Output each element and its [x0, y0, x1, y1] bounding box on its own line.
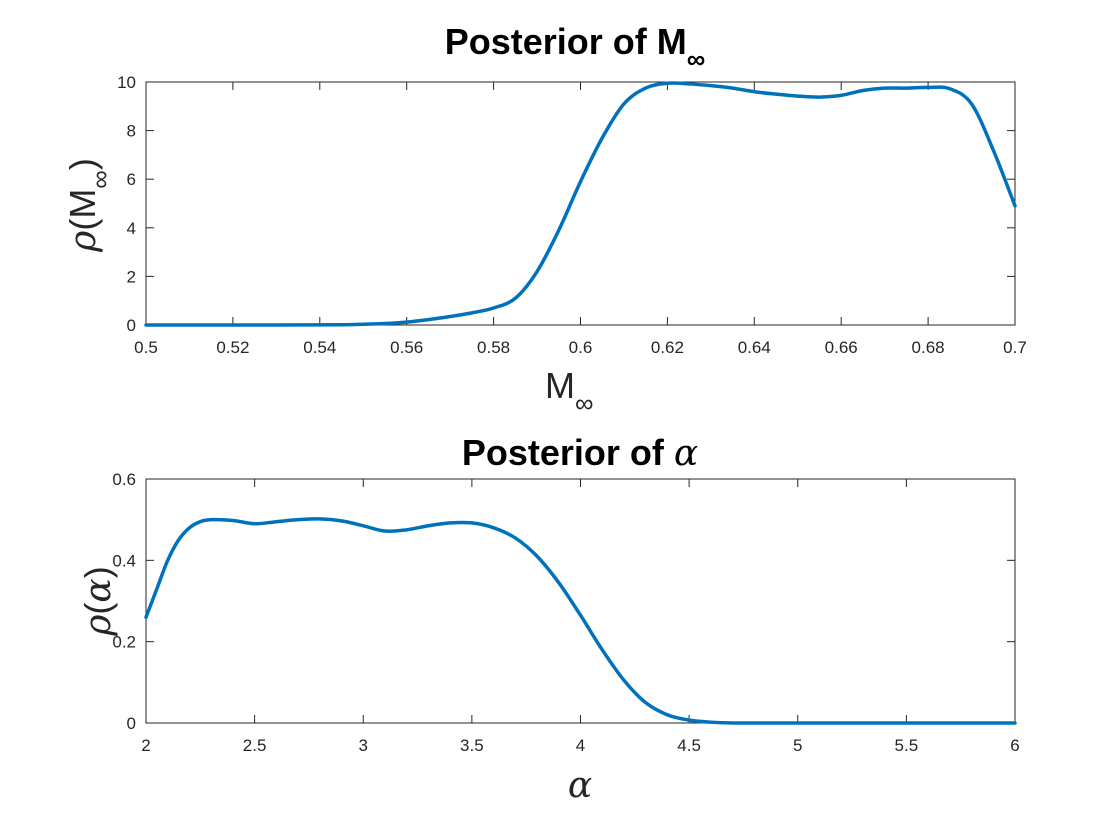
x-tick-label: 0.68	[912, 338, 945, 357]
x-tick-label: 0.6	[569, 338, 593, 357]
y-tick-label: 0.2	[112, 633, 136, 652]
x-tick-label: 0.64	[738, 338, 771, 357]
x-tick-label: 0.58	[477, 338, 510, 357]
y-tick-label: 2	[127, 267, 136, 286]
x-tick-label: 0.54	[303, 338, 336, 357]
chart-alpha-posterior: Posterior of α 2 2.5 3 3.5 4 4.5 5 5.5 6 0 0.2 0.4 0…	[77, 432, 1020, 806]
chart2-title: Posterior of α	[462, 432, 698, 474]
y-tick-label: 4	[127, 219, 136, 238]
chart2-axes-box	[145, 478, 1016, 724]
chart1-xlabel: M∞	[545, 365, 594, 418]
y-tick-label: 8	[127, 122, 136, 141]
x-tick-label: 6	[1010, 736, 1019, 755]
chart2-ylabel: ρ(α)	[77, 566, 119, 636]
chart1-series-line	[144, 81, 1017, 327]
chart-mach-posterior: Posterior of M∞ 0.5 0.52 0.54 0.56 0.58 0.6 0.…	[62, 21, 1027, 418]
x-tick-label: 0.62	[651, 338, 684, 357]
x-tick-label: 4	[576, 736, 585, 755]
y-tick-label: 0.6	[112, 470, 136, 489]
x-tick-label: 3	[359, 736, 368, 755]
x-tick-label: 0.5	[134, 338, 158, 357]
x-tick-label: 0.7	[1003, 338, 1027, 357]
y-tick-label: 0.4	[112, 551, 136, 570]
x-tick-label: 2	[141, 736, 150, 755]
y-tick-label: 0	[127, 714, 136, 733]
chart1-ylabel: ρ(M∞)	[62, 158, 115, 253]
x-tick-label: 2.5	[243, 736, 267, 755]
chart1-axes-box	[145, 81, 1016, 326]
x-tick-label: 4.5	[677, 736, 701, 755]
x-tick-label: 0.52	[216, 338, 249, 357]
chart2-ticks: 2 2.5 3 3.5 4 4.5 5 5.5 6 0 0.2 0.4 0.6	[112, 470, 1019, 755]
y-tick-label: 10	[117, 73, 136, 92]
chart2-xlabel: α	[568, 765, 592, 806]
chart2-series-line	[144, 517, 1017, 725]
y-tick-label: 0	[127, 316, 136, 335]
x-tick-label: 3.5	[460, 736, 484, 755]
x-tick-label: 5	[793, 736, 802, 755]
x-tick-label: 0.66	[825, 338, 858, 357]
x-tick-label: 0.56	[390, 338, 423, 357]
chart1-ticks: 0.5 0.52 0.54 0.56 0.58 0.6 0.62 0.64 0.66 0.68 0.…	[117, 73, 1027, 357]
y-tick-label: 6	[127, 170, 136, 189]
x-tick-label: 5.5	[895, 736, 919, 755]
chart1-title: Posterior of M∞	[445, 21, 706, 74]
